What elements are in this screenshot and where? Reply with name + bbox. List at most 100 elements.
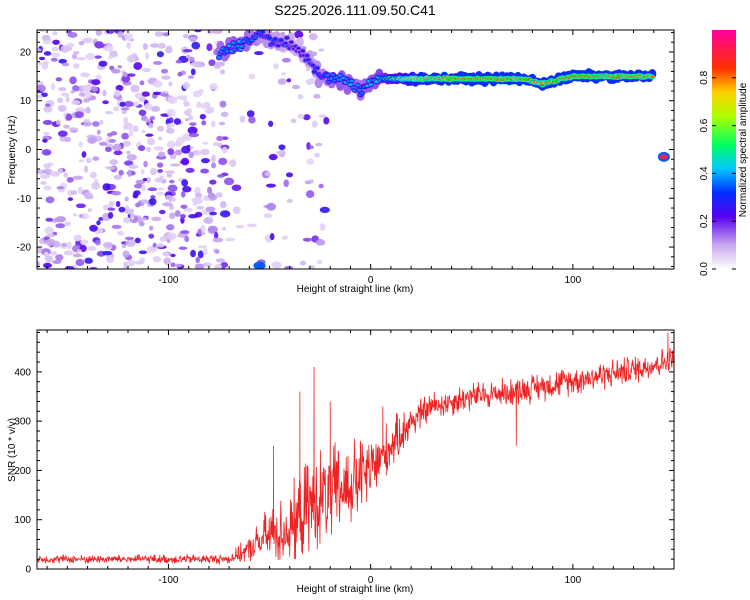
spectrogram-cell [290, 118, 297, 124]
spectrogram-cell [281, 72, 287, 76]
spectrogram-cell [273, 63, 279, 70]
spectrogram-cell [121, 110, 127, 115]
spectrogram-cell [166, 224, 175, 231]
spectrogram-cell [202, 141, 209, 145]
spectrogram-tone-core [252, 36, 258, 39]
spectrogram-tone-core [355, 83, 360, 87]
spectrogram-tone-core [374, 80, 379, 84]
spectrogram-cell [303, 114, 311, 121]
spectrogram-cell [55, 77, 63, 82]
spectrogram-cell [80, 72, 90, 78]
spectrogram-cell [108, 201, 115, 207]
spectrogram-cell [314, 152, 320, 158]
spectrogram-cell [115, 84, 124, 92]
spectrogram-cell [91, 79, 101, 86]
spectrogram-cell [181, 179, 189, 187]
spectrogram-cell [291, 84, 300, 90]
snr-x-label: Height of straight line (km) [297, 584, 414, 595]
spectrogram-cell [189, 145, 194, 150]
spectrogram-cell [220, 261, 229, 268]
spectrogram-cell [77, 186, 83, 194]
spectrogram-cell [78, 159, 85, 163]
spectrogram-cell [246, 223, 257, 228]
spectrogram-cell [180, 157, 190, 166]
spectrogram-cell [166, 140, 176, 149]
spectrogram-cell [133, 62, 143, 70]
spectrogram-cell [185, 54, 191, 59]
spectrogram-cell [197, 245, 208, 249]
spectrogram-cell [45, 196, 55, 204]
spectrogram-cell [133, 190, 141, 196]
spectrogram-cell [141, 217, 147, 221]
spectrogram-cell [83, 165, 89, 173]
spectrogram-tone-core [284, 36, 290, 40]
spectrogram-cell [140, 168, 145, 175]
spectrogram-cell [175, 136, 185, 145]
spectrogram-cell [152, 80, 163, 88]
spectrogram-cell [78, 141, 84, 148]
spectrogram-cell [43, 262, 52, 269]
spectrogram-tone-core [341, 76, 346, 80]
spectrogram-cell [39, 174, 51, 179]
spectrogram-cell [148, 197, 157, 206]
spectrogram-cell [124, 32, 133, 41]
snr-line [37, 332, 674, 566]
colorbar-label: Normalized spectral amplitude [738, 82, 749, 217]
spectrogram-cell [112, 143, 122, 151]
spectrogram-cell [111, 190, 122, 196]
spectrogram-tone-core [332, 79, 337, 83]
spectrogram-cell [61, 92, 70, 97]
spectrogram-cell [57, 97, 64, 104]
spectrogram-cell [219, 100, 227, 108]
spectrogram-cell [58, 58, 67, 64]
spectrogram-cell [180, 190, 186, 198]
spectrogram-cell [219, 210, 231, 218]
spectrogram-cell [163, 252, 169, 257]
spectrogram-cell [142, 177, 148, 182]
spectrogram-cell [55, 223, 66, 229]
spectrogram-cell [133, 101, 140, 107]
spectrogram-cell [126, 54, 136, 63]
spectrogram-cell [156, 125, 165, 132]
spectrogram-cell [188, 133, 200, 138]
spectrogram-cell [105, 30, 116, 34]
spectrogram-tone-core [349, 79, 355, 83]
snr-xtick-label: -100 [158, 575, 178, 586]
spectrogram-cell [219, 200, 227, 209]
spectrogram-tone-core [650, 75, 655, 79]
spectrogram-cell [268, 153, 278, 161]
spectrogram-cell [246, 110, 255, 118]
spectrogram-cell [323, 116, 330, 125]
spectrogram-cell [69, 76, 77, 85]
spectrogram-cell [309, 179, 314, 184]
spectrogram-cell [147, 187, 158, 192]
spectrogram-ytick-label: 10 [20, 96, 32, 107]
spectrogram-cell [309, 33, 318, 41]
spectrogram-cell [154, 31, 164, 37]
spectrogram-cell [61, 62, 70, 67]
spectrogram-cell [122, 216, 132, 224]
spectrogram-cell [221, 146, 228, 154]
spectrogram-cell [81, 151, 87, 158]
spectrogram-cell [150, 106, 161, 112]
spectrogram-cell [107, 166, 116, 170]
spectrogram-cell [313, 93, 321, 99]
spectrogram-cell [117, 64, 123, 69]
spectrogram-cell [218, 157, 228, 166]
spectrogram-cell [207, 186, 213, 194]
spectrogram-cell [122, 140, 132, 147]
spectrogram-cell [200, 168, 209, 174]
spectrogram-cell [89, 224, 98, 232]
spectrogram-cell [124, 100, 134, 108]
colorbar-gradient [712, 30, 736, 269]
spectrogram-cell [170, 262, 176, 268]
spectrogram-cell [85, 53, 96, 61]
spectrogram-cell [102, 89, 107, 97]
spectrogram-cell [43, 185, 52, 191]
spectrogram-cell [43, 51, 52, 56]
spectrogram-cell [158, 136, 163, 141]
spectrogram-cell [43, 105, 53, 113]
spectrogram-cell [197, 250, 204, 259]
spectrogram-cell [302, 237, 312, 242]
spectrogram-y-label: Frequency (Hz) [7, 116, 18, 185]
